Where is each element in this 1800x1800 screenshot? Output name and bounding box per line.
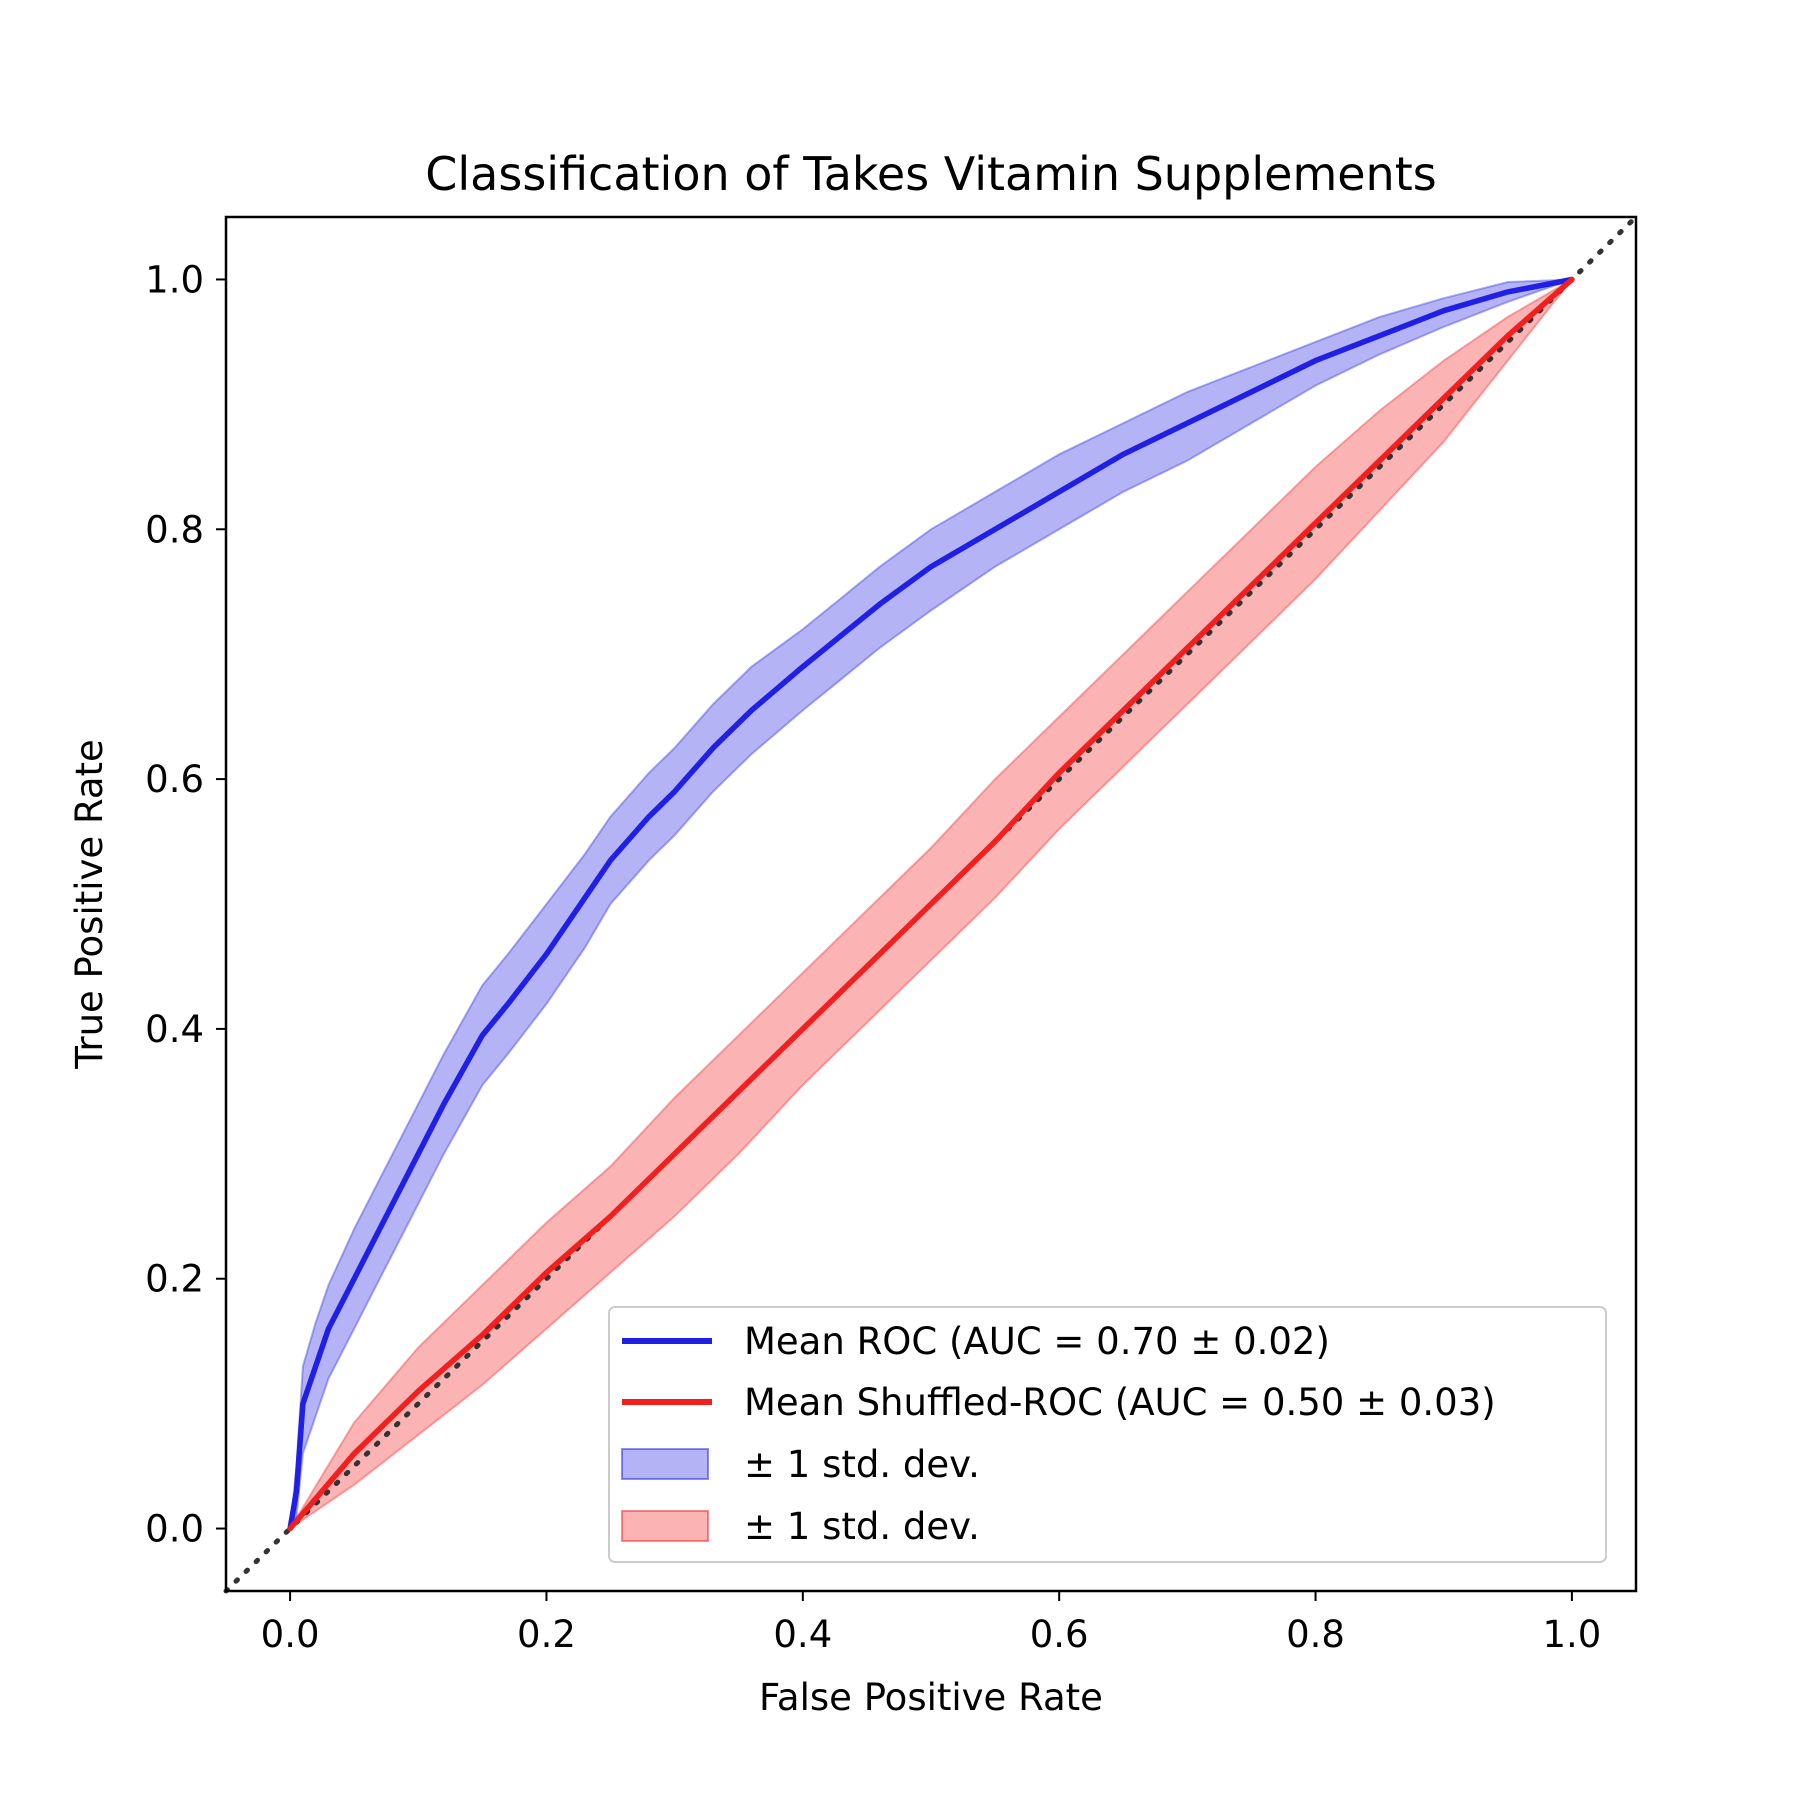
x-axis-label: False Positive Rate xyxy=(759,1676,1103,1719)
y-tick-label: 0.0 xyxy=(145,1508,204,1551)
x-tick-label: 1.0 xyxy=(1542,1613,1601,1656)
plot-frame xyxy=(224,215,1638,1593)
y-tick-label: 0.6 xyxy=(145,758,204,801)
legend-label-red-band: ± 1 std. dev. xyxy=(744,1505,980,1548)
x-tick-label: 0.2 xyxy=(517,1613,576,1656)
legend-swatch-blue-band xyxy=(621,1448,709,1480)
legend-label-shuffled-roc: Mean Shuffled-ROC (AUC = 0.50 ± 0.03) xyxy=(744,1381,1496,1424)
y-tick-label: 0.4 xyxy=(145,1008,204,1051)
legend-swatch-red-band xyxy=(621,1510,709,1542)
legend-label-mean-roc: Mean ROC (AUC = 0.70 ± 0.02) xyxy=(744,1320,1330,1363)
legend: Mean ROC (AUC = 0.70 ± 0.02) Mean Shuffl… xyxy=(608,1306,1607,1563)
series-line-1 xyxy=(287,276,1575,1532)
legend-box xyxy=(608,1306,1607,1563)
y-axis-ticks: 0.0 0.2 0.4 0.6 0.8 1.0 xyxy=(145,258,226,1551)
x-tick-label: 0.4 xyxy=(773,1613,832,1656)
x-axis-ticks: 0.0 0.2 0.4 0.6 0.8 1.0 xyxy=(261,1591,1601,1656)
x-tick-label: 0.6 xyxy=(1030,1613,1089,1656)
chart-title: Classification of Takes Vitamin Suppleme… xyxy=(425,147,1436,201)
x-tick-label: 0.0 xyxy=(261,1613,320,1656)
y-axis-label: True Positive Rate xyxy=(68,739,111,1070)
x-tick-label: 0.8 xyxy=(1286,1613,1345,1656)
roc-series-lines xyxy=(287,276,1575,1532)
y-tick-label: 0.2 xyxy=(145,1258,204,1301)
y-tick-label: 0.8 xyxy=(145,508,204,551)
y-tick-label: 1.0 xyxy=(145,258,204,301)
series-line-0 xyxy=(287,276,1575,1532)
legend-label-blue-band: ± 1 std. dev. xyxy=(744,1443,980,1486)
